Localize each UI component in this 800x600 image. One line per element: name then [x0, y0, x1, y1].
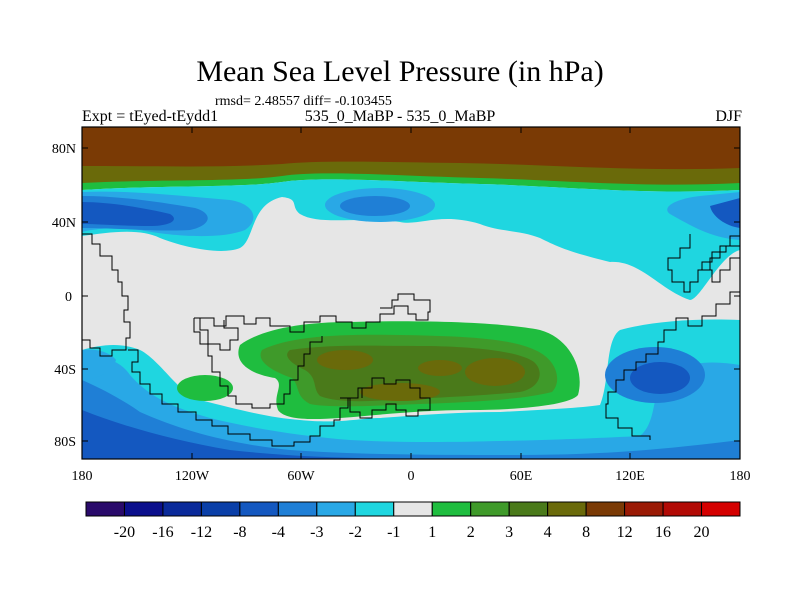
colorbar-swatch — [239, 501, 279, 517]
south-small-green — [177, 375, 233, 401]
colorbar-swatch — [162, 501, 202, 517]
small-island — [199, 317, 239, 351]
colorbar-swatch — [547, 501, 587, 517]
north-america-coast — [82, 233, 131, 357]
australia-coast — [340, 377, 431, 419]
south-brown-core-east — [465, 358, 525, 386]
colorbar-label: -20 — [114, 524, 135, 541]
colorbar-label: -8 — [233, 524, 246, 541]
colorbar-label: -12 — [191, 524, 212, 541]
colorbar-label: 4 — [544, 524, 552, 541]
map-title: Mean Sea Level Pressure (in hPa) — [196, 55, 604, 88]
colorbar-label: 1 — [428, 524, 436, 541]
south-brown-core-west — [418, 360, 462, 376]
colorbar-swatch — [585, 501, 626, 517]
comparison-label: 535_0_MaBP - 535_0_MaBP — [304, 108, 496, 125]
lon-tick-60e: 60E — [510, 469, 533, 484]
lon-tick-120w: 120W — [175, 469, 210, 484]
colorbar-swatch — [624, 501, 664, 517]
colorbar-swatch — [316, 501, 356, 517]
south-cyan-band — [82, 319, 740, 459]
south-deep-band — [82, 410, 460, 459]
south-blue-band — [82, 356, 740, 459]
colorbar-swatch — [277, 501, 318, 517]
lat-tick-80s: 80S — [54, 435, 76, 450]
colorbar-swatch — [431, 501, 472, 517]
north-pacific-deep — [82, 202, 174, 226]
north-atlantic-mid — [340, 196, 410, 216]
arctic-brown-band — [82, 127, 740, 170]
lon-axis — [81, 127, 741, 459]
lat-tick-0: 0 — [65, 290, 72, 305]
pacific-island-coast — [701, 245, 740, 283]
africa-coast — [194, 293, 431, 333]
contour-field — [82, 127, 740, 459]
south-olive-inner — [317, 350, 373, 370]
southwest-pacific-blue — [82, 349, 116, 380]
lon-tick-0: 0 — [408, 469, 415, 484]
colorbar-label: 16 — [655, 524, 671, 541]
colorbar-label: -16 — [152, 524, 173, 541]
colorbar-label: 3 — [505, 524, 513, 541]
colorbar-label: -1 — [387, 524, 400, 541]
colorbar-label: 12 — [617, 524, 633, 541]
lat-tick-40n: 40N — [52, 216, 76, 231]
colorbar: -20 -16 -12 -8 -4 -3 -2 -1 1 2 3 4 8 12 16 20 — [85, 501, 741, 541]
colorbar-label: -2 — [349, 524, 362, 541]
colorbar-swatch — [393, 501, 433, 517]
colorbar-swatch — [354, 501, 395, 517]
coastlines — [82, 233, 740, 447]
colorbar-label: 20 — [694, 524, 710, 541]
africa-west-coast — [193, 318, 323, 409]
colorbar-label: -4 — [272, 524, 285, 541]
colorbar-swatch — [200, 501, 241, 517]
colorbar-swatch — [85, 501, 125, 517]
colorbar-swatch — [123, 501, 164, 517]
colorbar-swatch — [508, 501, 549, 517]
stats-label: rmsd= 2.48557 diff= -0.103455 — [215, 94, 392, 109]
colorbar-label: 2 — [467, 524, 475, 541]
east-asia-deep — [710, 198, 740, 228]
south-indian-deep — [630, 362, 690, 394]
colorbar-swatch — [470, 501, 510, 517]
lat-tick-40s: 40S — [54, 363, 76, 378]
season-label: DJF — [715, 108, 742, 125]
colorbar-label: 8 — [582, 524, 590, 541]
experiment-label: Expt = tEyed-tEydd1 — [82, 108, 219, 125]
south-america-coast — [128, 349, 366, 447]
colorbar-swatch — [701, 501, 741, 517]
lat-tick-80n: 80N — [52, 142, 76, 157]
indonesia-coast — [605, 291, 740, 440]
lon-tick-60w: 60W — [287, 469, 315, 484]
lon-tick-180e: 180 — [730, 469, 751, 484]
lon-tick-180w: 180 — [72, 469, 93, 484]
asia-east-coast — [667, 234, 740, 293]
lat-axis — [82, 147, 740, 442]
lon-tick-120e: 120E — [615, 469, 645, 484]
colorbar-swatch — [662, 501, 703, 517]
colorbar-label: -3 — [310, 524, 323, 541]
